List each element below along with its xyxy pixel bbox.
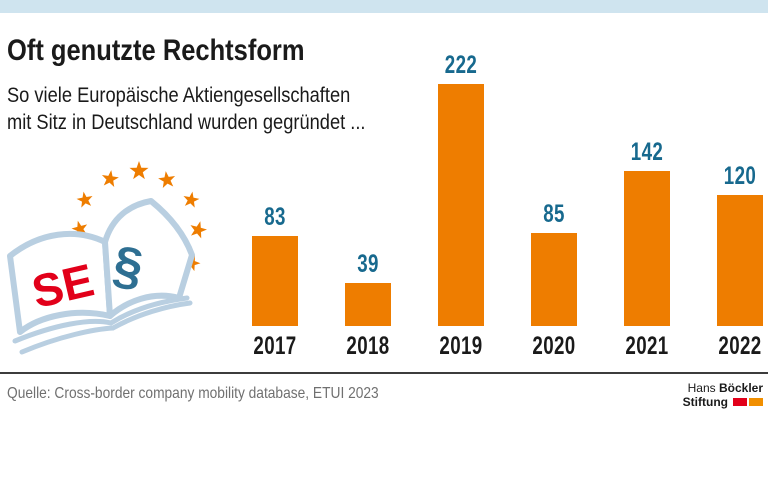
eu-star-icon (100, 168, 120, 188)
bar-year-label: 2017 (253, 332, 297, 360)
eu-star-icon (75, 190, 95, 209)
logo-line2: Stiftung (682, 394, 763, 410)
top-accent-strip (0, 0, 768, 13)
open-book-icon: SE § (7, 198, 195, 355)
bar-value-label: 85 (543, 200, 565, 228)
open-law-book-illustration: SE § (7, 161, 209, 355)
hans-boeckler-stiftung-logo: Hans Böckler Stiftung (682, 381, 763, 410)
bar-year-label: 2021 (625, 332, 669, 360)
logo-line1: Hans Böckler (683, 381, 763, 396)
bar-year-label: 2020 (532, 332, 576, 360)
footer-divider (0, 372, 768, 374)
logo-stiftung: Stiftung (682, 394, 728, 409)
source-note: Quelle: Cross-border company mobility da… (7, 385, 379, 402)
eu-star-icon (157, 169, 177, 189)
bar (624, 171, 670, 326)
eu-star-icon (187, 219, 209, 240)
logo-boeckler: Böckler (718, 381, 763, 395)
bar (531, 233, 577, 326)
bar-year-label: 2019 (439, 332, 483, 360)
bar-value-label: 83 (264, 203, 286, 231)
logo-red-block (733, 397, 747, 406)
bar (345, 283, 391, 326)
eu-star-icon (181, 190, 201, 209)
bar (438, 84, 484, 326)
bar-value-label: 222 (444, 51, 478, 79)
page-subtitle-line1: So viele Europäische Aktiengesellschafte… (7, 84, 351, 107)
page-title: Oft genutzte Rechtsform (7, 34, 305, 67)
logo-hans: Hans (687, 381, 716, 395)
book-right-page (102, 198, 195, 319)
bar-value-label: 142 (630, 138, 664, 166)
bar-year-label: 2018 (346, 332, 390, 360)
logo-orange-block (749, 397, 763, 406)
eu-star-icon (129, 161, 149, 180)
page-subtitle-line2: mit Sitz in Deutschland wurden gegründet… (7, 111, 366, 134)
bar-value-label: 39 (357, 250, 379, 278)
bar (252, 236, 298, 326)
book-cover-edge (19, 300, 193, 355)
bar-year-label: 2022 (718, 332, 762, 360)
bar-value-label: 120 (723, 162, 757, 190)
bar (717, 195, 763, 326)
book-page-stack-edge (12, 295, 190, 344)
